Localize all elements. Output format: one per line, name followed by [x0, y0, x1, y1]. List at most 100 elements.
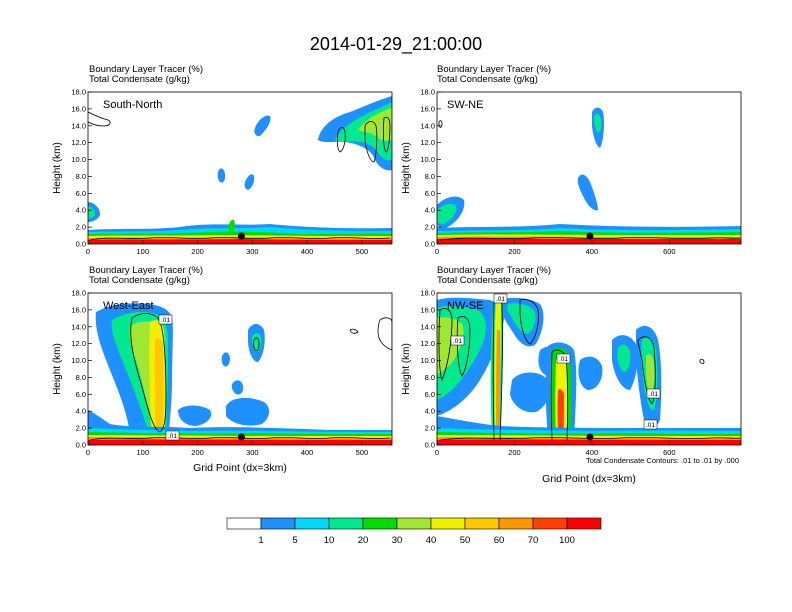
cell-low-right-2: [231, 380, 244, 395]
y-tick-label: 16.0: [71, 104, 86, 113]
colorbar-swatch: [464, 517, 500, 530]
y-tick-label: 10.0: [71, 155, 86, 164]
y-tick-label: 4.0: [76, 206, 86, 215]
layer-red: [437, 439, 741, 445]
cloud-right-2-yellow: [646, 354, 655, 396]
cloud-mid-1: [254, 115, 271, 137]
colorbar-swatch: [260, 517, 296, 530]
x-tick-label: 0: [86, 448, 90, 457]
contours: [438, 120, 741, 241]
y-tick-label: 16.0: [71, 305, 86, 314]
x-tick-label: 600: [663, 247, 676, 256]
x-axis: 0 100 200 300 400 500: [86, 441, 368, 457]
y-tick-label: 6.0: [425, 390, 435, 399]
y-tick-label: 6.0: [76, 189, 86, 198]
field-shading: [437, 295, 741, 445]
colorbar-label: 70: [528, 535, 539, 546]
location-marker: [586, 232, 594, 240]
x-tick-label: 0: [86, 247, 90, 256]
colorbar-label: 5: [292, 535, 297, 546]
contour-label-box: [646, 388, 661, 399]
cell-low-right: [226, 397, 270, 426]
colorbar-swatch: [396, 517, 432, 530]
colorbar-label: 1: [258, 535, 263, 546]
x-axis: 0 200 400 600: [435, 441, 676, 457]
contour-right-2: [364, 121, 378, 163]
x-axis: 0 100 200 300 400 500: [86, 240, 368, 256]
contour-topleft: [88, 111, 111, 127]
contour-label-box: [158, 314, 173, 325]
colorbar-swatch: [362, 517, 398, 530]
panel-title-line2: Total Condensate (g/kg): [437, 275, 538, 286]
plot-frame: [436, 292, 742, 446]
column-orange: [154, 338, 164, 440]
panel-west-east: Boundary Layer Tracer (%) Total Condensa…: [52, 265, 393, 474]
x-tick-label: 100: [137, 448, 150, 457]
colorbar-swatch: [226, 517, 262, 530]
y-tick-label: 10.0: [71, 356, 86, 365]
panel-title-line1: Boundary Layer Tracer (%): [437, 265, 551, 276]
contour-left-2: [456, 316, 471, 377]
plot-background: [437, 92, 741, 244]
contour-label: .01: [161, 317, 170, 324]
cloud-mid-high-core: [594, 113, 602, 133]
y-tick-label: 18.0: [420, 88, 435, 97]
y-tick-label: 12.0: [420, 138, 435, 147]
colorbar-label: 40: [426, 535, 437, 546]
contour-far-right: [377, 317, 392, 351]
colorbar-label: 100: [559, 535, 575, 546]
y-tick-label: 6.0: [425, 189, 435, 198]
tower-1-red: [496, 329, 500, 440]
y-axis: 0.0 2.0 4.0 6.0 8.0 10.0 12.0 14.0 16.0 18.0: [71, 88, 92, 249]
contour-label: .01: [168, 433, 177, 440]
y-tick-label: 8.0: [76, 172, 86, 181]
contour-label: .01: [496, 296, 505, 303]
contour-small: [438, 120, 443, 128]
y-tick-label: 18.0: [71, 88, 86, 97]
contour-right-3: [383, 116, 391, 153]
contour-cell-right: [253, 337, 260, 352]
y-tick-label: 0.0: [76, 240, 86, 249]
x-axis-label: Grid Point (dx=3km): [542, 473, 636, 485]
cell-low-mid: [178, 405, 212, 426]
y-tick-label: 8.0: [425, 172, 435, 181]
colorbar-label: 20: [358, 535, 369, 546]
y-tick-label: 10.0: [420, 356, 435, 365]
x-tick-label: 400: [586, 247, 599, 256]
contour-boundary: [439, 237, 741, 241]
colorbar-swatch: [328, 517, 364, 530]
y-axis: 0.0 2.0 4.0 6.0 8.0 10.0 12.0 14.0 16.0 18.0: [71, 289, 92, 450]
plot-area: .01 .01 .01 .01 .01: [437, 293, 741, 445]
panel-title-line2: Total Condensate (g/kg): [89, 74, 190, 85]
contour-upper-mid: [519, 299, 539, 345]
y-tick-label: 16.0: [420, 104, 435, 113]
contour-anvil: [130, 313, 167, 433]
x-tick-label: 400: [301, 247, 314, 256]
contour-right: [637, 336, 656, 405]
y-tick-label: 8.0: [76, 373, 86, 382]
y-tick-label: 16.0: [420, 305, 435, 314]
x-tick-label: 300: [246, 247, 259, 256]
plot-frame: [87, 292, 393, 446]
y-tick-label: 0.0: [425, 441, 435, 450]
location-marker: [237, 232, 245, 240]
location-marker: [586, 433, 594, 441]
cloud-mid-3: [217, 168, 226, 183]
figure-title: 2014-01-29_21:00:00: [310, 34, 482, 55]
colorbar-label: 10: [324, 535, 335, 546]
y-tick-label: 6.0: [76, 390, 86, 399]
y-tick-label: 14.0: [420, 121, 435, 130]
panel-nw-se: Boundary Layer Tracer (%) Total Condensa…: [401, 265, 742, 485]
y-tick-label: 14.0: [420, 322, 435, 331]
y-tick-label: 8.0: [425, 373, 435, 382]
plot-frame: [87, 91, 393, 245]
panel-title-line1: Boundary Layer Tracer (%): [89, 64, 203, 75]
cloud-upper-mid-core: [507, 303, 536, 334]
colorbar-label: 50: [460, 535, 471, 546]
y-tick-label: 2.0: [76, 223, 86, 232]
plot-area: [88, 92, 392, 244]
colorbar: 1 5 10 20 30 40 50 60 70 100: [226, 517, 602, 546]
contour-left-1: [438, 308, 453, 382]
cloud-right-1-core: [617, 344, 631, 372]
